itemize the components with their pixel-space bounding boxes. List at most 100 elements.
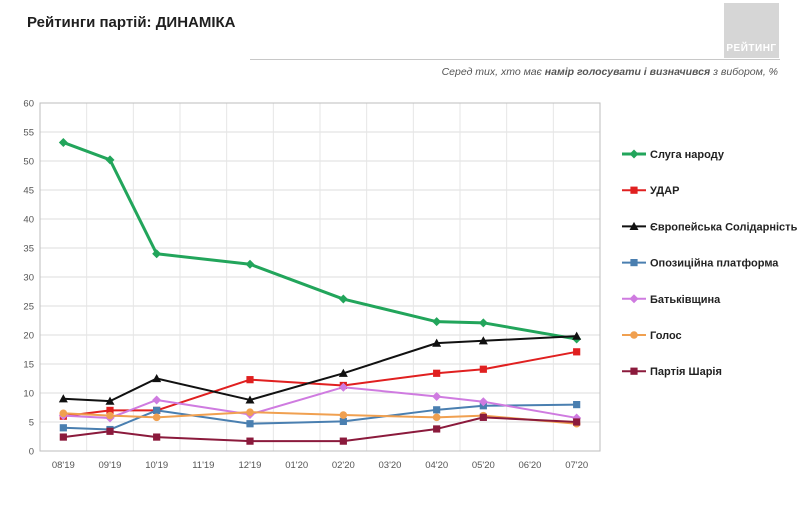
legend-marker (630, 367, 638, 375)
y-tick-label: 60 (23, 99, 34, 110)
data-point (338, 382, 348, 392)
legend-marker (630, 331, 638, 339)
data-point (478, 397, 488, 407)
subtitle-divider (250, 59, 780, 60)
legend-label: УДАР (650, 185, 679, 197)
subtitle-suffix: з вибором, % (710, 66, 778, 78)
legend-marker (630, 259, 638, 267)
chart-subtitle: Серед тих, хто має намір голосувати і ви… (442, 66, 778, 78)
x-tick-label: 08'19 (52, 460, 75, 471)
data-point (338, 294, 348, 304)
data-point (479, 413, 487, 421)
data-point (433, 369, 441, 377)
data-point (246, 408, 254, 416)
legend-label: Європейська Солідарність (650, 221, 798, 233)
x-tick-label: 06'20 (519, 460, 542, 471)
y-tick-label: 25 (23, 302, 34, 313)
chart-grid (39, 102, 601, 452)
data-point (152, 374, 162, 383)
data-point (339, 411, 348, 419)
y-tick-label: 30 (23, 273, 34, 284)
data-point (432, 317, 442, 327)
data-point (572, 331, 582, 340)
data-point (432, 391, 442, 401)
subtitle-prefix: Серед тих, хто має (441, 66, 545, 78)
data-point (153, 433, 161, 441)
series-line (63, 350, 577, 418)
rating-logo: РЕЙТИНГ (724, 3, 779, 58)
data-point (433, 425, 441, 433)
data-point (152, 249, 162, 259)
data-point (152, 413, 161, 422)
series-line (62, 141, 577, 341)
x-tick-label: 11'19 (192, 460, 214, 471)
data-point (339, 417, 347, 426)
data-point (573, 348, 581, 356)
x-tick-label: 01'20 (285, 460, 308, 471)
data-point (479, 365, 487, 373)
data-point (245, 259, 255, 269)
x-tick-label: 02'20 (332, 460, 355, 471)
legend-marker (629, 149, 639, 159)
chart-legend: Слуга народу УДАР Європейська Солідарність… (622, 149, 798, 378)
x-tick-label: 10'19 (145, 460, 168, 471)
series-line (63, 335, 577, 403)
y-tick-label: 15 (23, 360, 34, 371)
legend-label: Опозиційна платформа (650, 258, 779, 270)
data-point (59, 409, 68, 418)
data-point (106, 411, 114, 420)
y-tick-label: 45 (23, 186, 34, 197)
data-point (246, 437, 254, 445)
x-tick-label: 05'20 (472, 460, 495, 471)
logo-text: РЕЙТИНГ (726, 43, 777, 54)
data-point (59, 433, 67, 441)
data-point (105, 155, 115, 165)
data-point (59, 424, 67, 432)
x-tick-label: 03'20 (379, 460, 402, 471)
data-point (106, 427, 114, 435)
data-point (106, 406, 114, 414)
y-tick-label: 5 (29, 418, 34, 429)
data-point (338, 368, 348, 377)
y-tick-label: 55 (23, 128, 34, 139)
series-line (63, 403, 577, 431)
legend-label: Батьківщина (650, 294, 721, 306)
chart-axes: 0 5 10 15 20 25 30 35 40 45 50 55 60 08'19 09'19 10'19 1… (23, 99, 601, 471)
series-markers (58, 137, 582, 445)
y-tick-label: 10 (23, 389, 34, 400)
series-line (63, 416, 577, 443)
legend-label: Слуга народу (650, 149, 725, 161)
data-point (105, 396, 115, 405)
y-tick-label: 35 (23, 244, 34, 255)
data-point (153, 406, 161, 414)
data-point (58, 137, 68, 147)
series-line (63, 411, 577, 425)
data-point (245, 395, 255, 404)
data-point (433, 406, 441, 414)
legend-marker (630, 186, 638, 194)
data-point (246, 420, 254, 428)
data-point (432, 413, 441, 422)
y-tick-label: 50 (23, 157, 34, 168)
x-tick-label: 07'20 (565, 460, 588, 471)
legend-marker (629, 221, 639, 230)
y-tick-label: 40 (23, 215, 34, 226)
data-point (478, 336, 488, 345)
data-point (478, 318, 488, 328)
data-point (339, 437, 347, 445)
data-point (573, 418, 581, 426)
x-tick-label: 12'19 (239, 460, 262, 471)
y-tick-label: 0 (29, 447, 34, 458)
x-tick-label: 09'19 (99, 460, 122, 471)
subtitle-bold: намір голосувати і визначився (544, 66, 711, 78)
chart-title: Рейтинги партій: ДИНАМІКА (27, 14, 236, 31)
data-point (58, 394, 68, 403)
legend-label: Партія Шарія (650, 366, 722, 378)
series-lines (62, 141, 577, 443)
data-point (152, 395, 162, 405)
plot-area (39, 102, 601, 452)
y-tick-label: 20 (23, 331, 34, 342)
legend-marker (629, 294, 639, 304)
data-point (432, 338, 442, 347)
